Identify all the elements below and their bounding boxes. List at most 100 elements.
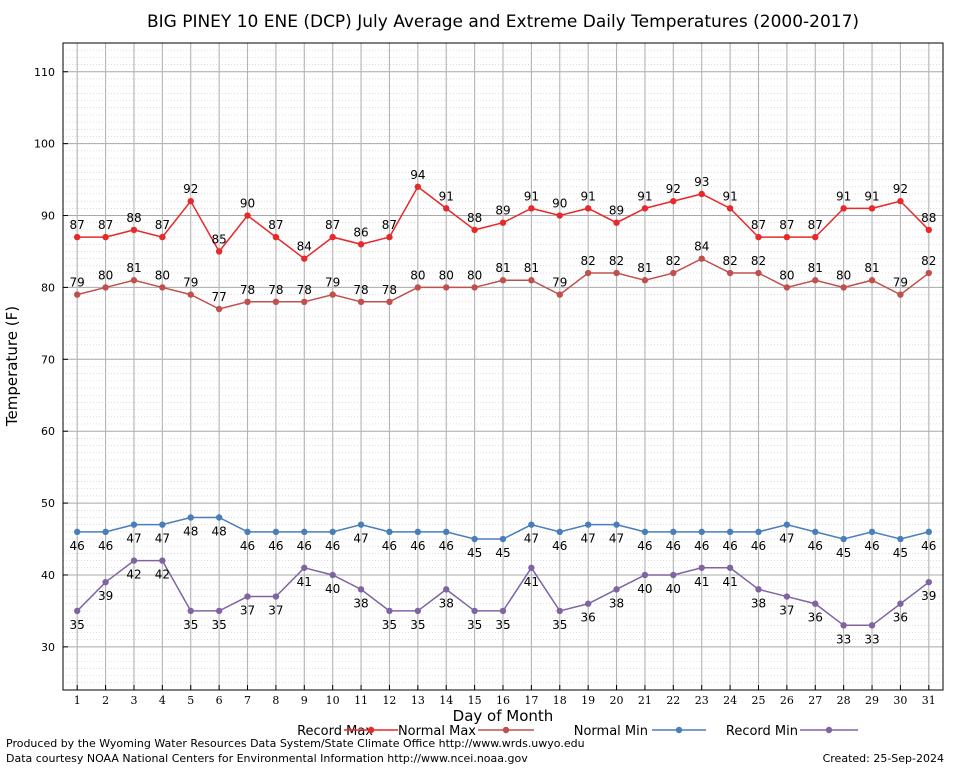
normal-max-point [73, 291, 81, 298]
normal-min-point [443, 528, 450, 536]
record-min-data-label: 41 [524, 575, 539, 589]
series-layer [73, 183, 933, 629]
normal-max-point [755, 269, 762, 277]
normal-max-point [386, 298, 393, 305]
x-tick-label: 24 [723, 694, 737, 707]
record-min-data-label: 42 [155, 568, 170, 582]
record-max-data-label: 87 [382, 218, 397, 232]
normal-min-data-label: 45 [836, 546, 851, 560]
record-min-point [329, 571, 336, 579]
record-max-data-label: 87 [751, 218, 766, 232]
x-tick-label: 28 [837, 694, 851, 707]
record-max-point [130, 226, 138, 234]
record-max-data-label: 91 [524, 189, 539, 203]
normal-max-point [783, 284, 791, 291]
normal-min-point [329, 528, 336, 536]
normal-max-point [443, 284, 450, 291]
x-tick-label: 21 [638, 694, 652, 707]
record-max-data-label: 91 [439, 189, 454, 203]
normal-max-data-label: 78 [240, 283, 255, 297]
legend-label-record-max: Record Max [297, 724, 373, 739]
record-min-data-label: 42 [126, 568, 141, 582]
record-min-data-label: 38 [609, 596, 624, 610]
normal-max-data-label: 82 [921, 254, 936, 268]
legend-marker-record-max [367, 726, 375, 734]
normal-min-point [130, 521, 138, 528]
record-min-data-label: 38 [439, 596, 454, 610]
x-tick-label: 4 [159, 694, 166, 707]
normal-min-data-label: 46 [240, 539, 255, 553]
normal-min-data-label: 46 [921, 539, 936, 553]
y-tick-label: 40 [41, 569, 55, 582]
y-tick-label: 110 [34, 66, 55, 79]
record-min-data-label: 35 [382, 618, 397, 632]
normal-min-data-label: 46 [722, 539, 737, 553]
y-tick-label: 70 [41, 353, 55, 366]
record-max-point [528, 205, 535, 212]
normal-min-data-label: 47 [609, 532, 624, 546]
normal-min-data-label: 46 [268, 539, 283, 553]
legend-label-normal-min: Normal Min [574, 724, 648, 739]
normal-max-point [329, 291, 336, 298]
record-min-point [73, 607, 81, 615]
record-max-point [584, 205, 592, 212]
record-max-data-label: 87 [268, 218, 283, 232]
normal-max-data-label: 80 [155, 268, 170, 282]
record-max-point [244, 212, 251, 219]
normal-max-point [499, 277, 507, 284]
normal-min-point [528, 521, 535, 528]
record-min-point [301, 564, 308, 571]
record-max-data-label: 92 [893, 182, 908, 196]
normal-max-data-label: 78 [268, 283, 283, 297]
record-max-data-label: 90 [240, 197, 255, 211]
normal-max-data-label: 78 [353, 283, 368, 297]
record-max-point [187, 197, 194, 205]
normal-max-data-label: 80 [467, 268, 482, 282]
record-min-data-label: 40 [325, 582, 340, 596]
normal-max-data-label: 79 [183, 276, 198, 290]
record-min-point [783, 593, 791, 600]
normal-min-data-label: 46 [751, 539, 766, 553]
normal-min-data-label: 46 [410, 539, 425, 553]
record-min-point [443, 586, 450, 593]
normal-min-point [641, 528, 649, 536]
normal-max-data-label: 80 [98, 268, 113, 282]
normal-min-point [868, 528, 876, 536]
normal-min-data-label: 48 [183, 524, 198, 538]
record-max-point [414, 183, 422, 190]
normal-max-point [925, 269, 933, 277]
normal-max-point [528, 277, 535, 284]
record-max-point [272, 233, 280, 241]
normal-max-point [301, 298, 308, 305]
normal-max-data-label: 80 [410, 268, 425, 282]
normal-min-data-label: 46 [808, 539, 823, 553]
record-min-data-label: 39 [98, 589, 113, 603]
legend-marker-normal-min [675, 726, 683, 734]
normal-min-point [159, 521, 166, 528]
x-axis-label: Day of Month [453, 707, 554, 725]
x-tick-label: 29 [865, 694, 879, 707]
y-tick-label: 80 [41, 281, 55, 294]
normal-min-data-label: 47 [581, 532, 596, 546]
legend-marker-normal-max [502, 726, 510, 734]
record-min-point [499, 607, 507, 615]
normal-max-point [556, 291, 563, 298]
record-max-point [556, 212, 563, 219]
y-tick-label: 100 [34, 138, 55, 151]
record-max-point [443, 205, 450, 212]
record-max-data-label: 87 [155, 218, 170, 232]
record-max-data-label: 90 [552, 197, 567, 211]
record-min-data-label: 38 [353, 596, 368, 610]
record-min-data-label: 38 [751, 596, 766, 610]
record-max-point [159, 233, 166, 241]
record-max-data-label: 88 [467, 211, 482, 225]
normal-min-data-label: 45 [893, 546, 908, 560]
normal-max-point [272, 298, 280, 305]
normal-min-point [584, 521, 592, 528]
x-tick-label: 14 [439, 694, 453, 707]
normal-max-data-label: 79 [552, 276, 567, 290]
record-min-data-label: 35 [211, 618, 226, 632]
record-max-data-label: 92 [183, 182, 198, 196]
normal-max-data-label: 78 [382, 283, 397, 297]
x-tick-label: 17 [524, 694, 538, 707]
